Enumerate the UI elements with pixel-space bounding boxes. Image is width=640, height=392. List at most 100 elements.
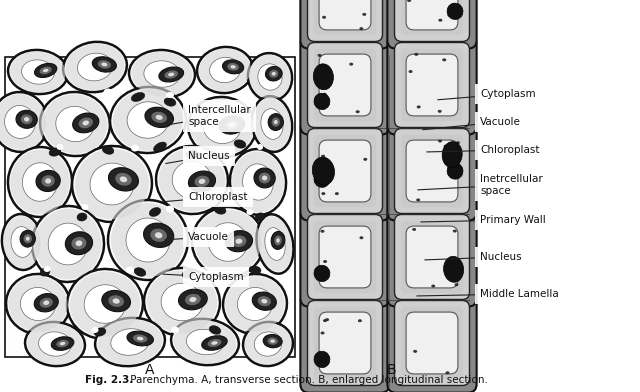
Point: [47, 152, 57, 158]
Ellipse shape: [252, 96, 292, 152]
Point: [223, 183, 233, 190]
Point: [330, 280, 340, 286]
Point: [324, 54, 334, 60]
Point: [123, 134, 133, 140]
Point: [332, 171, 342, 177]
Point: [452, 360, 463, 367]
Point: [4, 64, 15, 70]
FancyBboxPatch shape: [401, 135, 463, 207]
Point: [157, 85, 167, 91]
Point: [346, 158, 356, 164]
Point: [326, 143, 337, 149]
Point: [415, 198, 426, 204]
Point: [44, 347, 54, 354]
Point: [194, 167, 204, 174]
Point: [346, 300, 356, 306]
Point: [329, 246, 339, 252]
Point: [163, 151, 173, 157]
Point: [427, 153, 437, 160]
Point: [397, 354, 408, 360]
Point: [457, 112, 467, 118]
Point: [443, 209, 453, 215]
Point: [147, 131, 157, 137]
Point: [180, 157, 190, 163]
Ellipse shape: [356, 110, 360, 113]
Point: [189, 350, 199, 357]
Point: [389, 200, 399, 207]
Point: [234, 103, 244, 110]
Point: [127, 68, 138, 74]
Ellipse shape: [28, 323, 83, 365]
Point: [154, 255, 164, 261]
Point: [233, 158, 243, 164]
Ellipse shape: [236, 239, 243, 244]
Point: [99, 287, 109, 293]
Point: [346, 60, 356, 66]
Point: [207, 217, 218, 223]
Point: [319, 191, 330, 197]
Point: [244, 82, 254, 89]
Point: [246, 189, 257, 195]
Ellipse shape: [208, 223, 248, 261]
Ellipse shape: [438, 110, 442, 113]
Point: [433, 156, 443, 162]
Point: [214, 237, 224, 243]
Ellipse shape: [4, 105, 35, 138]
Point: [18, 297, 28, 303]
Point: [114, 255, 124, 261]
Point: [163, 246, 173, 252]
Point: [150, 335, 161, 341]
Point: [152, 107, 163, 113]
Point: [185, 195, 195, 201]
Point: [257, 296, 267, 302]
Point: [428, 176, 438, 183]
Point: [408, 254, 418, 261]
Point: [257, 204, 268, 210]
Point: [8, 196, 18, 202]
Point: [345, 186, 355, 192]
Point: [425, 256, 435, 262]
Point: [209, 305, 220, 311]
Point: [331, 246, 341, 252]
Point: [60, 106, 70, 112]
Point: [74, 122, 84, 128]
Point: [168, 265, 178, 272]
Point: [248, 279, 259, 286]
Point: [452, 123, 463, 130]
FancyBboxPatch shape: [387, 35, 477, 134]
Point: [162, 285, 172, 292]
Ellipse shape: [51, 149, 58, 154]
Point: [346, 352, 356, 358]
Point: [130, 290, 140, 296]
Point: [456, 77, 467, 83]
Point: [358, 134, 368, 140]
Ellipse shape: [438, 140, 442, 143]
Point: [385, 358, 396, 364]
Point: [56, 140, 67, 147]
Point: [203, 220, 213, 226]
Point: [428, 376, 438, 382]
Point: [372, 366, 383, 372]
Point: [77, 205, 88, 211]
Point: [454, 295, 464, 301]
Point: [319, 220, 330, 227]
Point: [389, 374, 399, 380]
Point: [203, 267, 213, 273]
Point: [22, 246, 32, 252]
Point: [420, 67, 431, 73]
Point: [266, 73, 276, 79]
Point: [431, 205, 442, 212]
Point: [351, 176, 361, 183]
Point: [19, 181, 29, 187]
Point: [24, 339, 35, 345]
Point: [258, 244, 268, 250]
Point: [22, 67, 33, 73]
Point: [178, 253, 188, 259]
Point: [161, 278, 171, 285]
Point: [408, 181, 418, 188]
Point: [165, 239, 175, 245]
FancyBboxPatch shape: [406, 54, 458, 116]
Point: [5, 343, 15, 349]
Point: [342, 134, 352, 140]
Point: [62, 223, 72, 229]
